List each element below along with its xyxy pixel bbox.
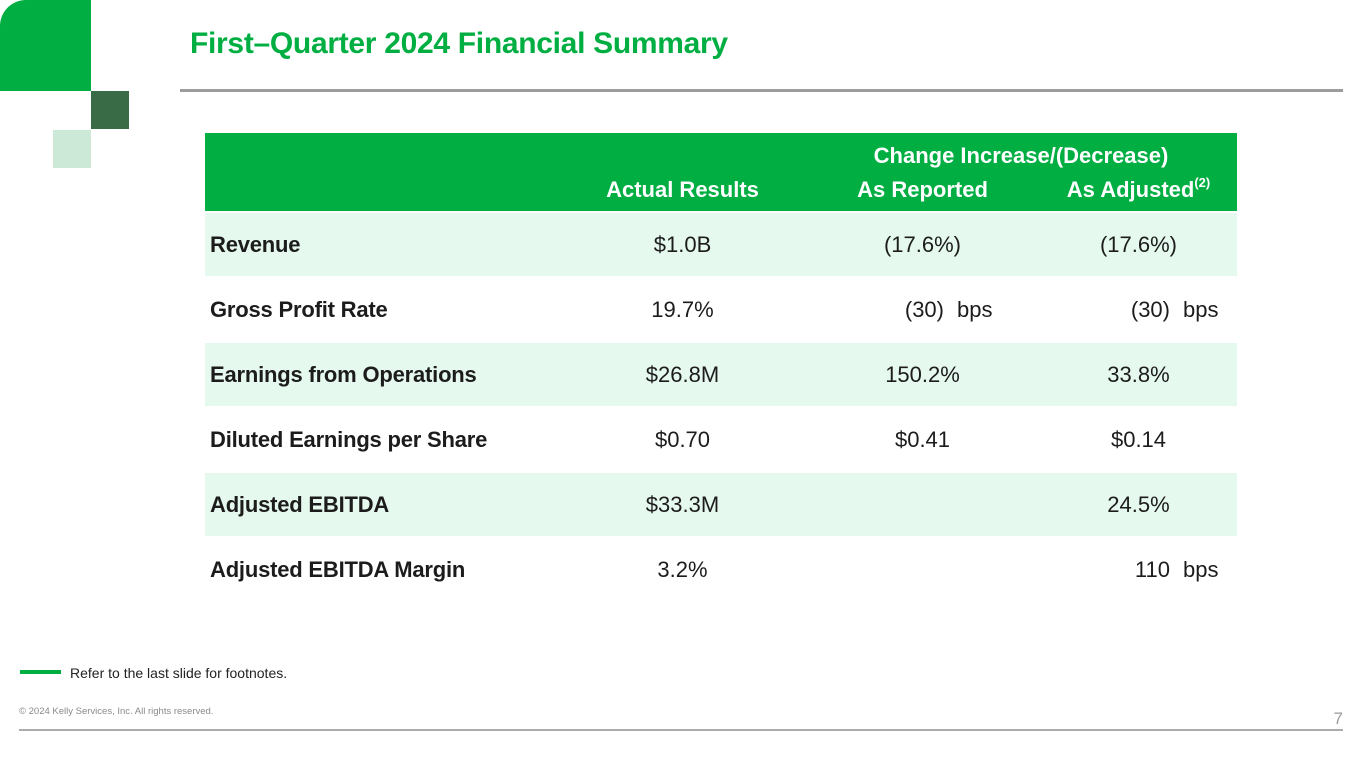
cell-actual-results: $0.70 [654,426,711,452]
table-row: Adjusted EBITDA Margin 3.2% 110 bps [205,536,1237,601]
footnote-rule [20,670,61,674]
value-unit: bps [957,296,993,322]
header-as-adjusted: As Adjusted (2) [1066,174,1211,202]
cell-actual-results: $1.0B [653,231,712,257]
header-as-reported: As Reported [857,176,988,202]
copyright-text: © 2024 Kelly Services, Inc. All rights r… [19,706,214,717]
table-header: Change Increase/(Decrease) Actual Result… [205,133,1237,211]
brand-square-dark-icon [91,91,129,129]
row-label: Adjusted EBITDA [210,491,390,517]
cell-as-adjusted-value: 33.8% [1107,361,1170,387]
cell-as-adjusted-value: 110 [1134,556,1170,582]
cell-as-reported: 150.2% [805,343,1040,406]
table-row: Gross Profit Rate 19.7% (30) bps (30) bps [205,276,1237,341]
cell-actual-results: $26.8M [645,361,720,387]
row-label: Diluted Earnings per Share [210,426,488,452]
bottom-divider [19,729,1343,731]
cell-as-adjusted-value: $0.14 [1110,426,1167,452]
cell-as-reported-value: 150.2% [885,361,960,387]
cell-as-reported-value: (17.6%) [883,231,962,257]
cell-actual-results: $33.3M [645,491,720,517]
table-row: Diluted Earnings per Share $0.70 $0.41 $0.1… [205,406,1237,471]
cell-as-adjusted-value: (17.6%) [1099,231,1178,257]
table-row: Earnings from Operations $26.8M 150.2% 33.8… [205,341,1237,406]
cell-as-adjusted: $0.14 [1040,408,1237,471]
cell-actual-results: 3.2% [657,556,708,582]
cell-as-adjusted: (17.6%) [1040,213,1237,276]
footnote-text: Refer to the last slide for footnotes. [70,665,288,681]
row-label: Adjusted EBITDA Margin [210,556,466,582]
cell-as-reported-value: $0.41 [894,426,951,452]
cell-as-adjusted: (30) bps [1040,278,1237,341]
header-as-adjusted-label: As Adjusted [1066,176,1195,202]
row-label: Earnings from Operations [210,361,477,387]
value-unit: bps [1183,556,1219,582]
cell-actual-results: 19.7% [651,296,714,322]
table-body: Revenue $1.0B (17.6%) (17.6%) Gross Profit R… [205,211,1237,601]
table-row: Revenue $1.0B (17.6%) (17.6%) [205,211,1237,276]
cell-as-adjusted: 33.8% [1040,343,1237,406]
cell-as-adjusted-value: (30) [1130,296,1170,322]
cell-as-adjusted: 110 bps [1040,538,1237,601]
row-label: Gross Profit Rate [210,296,388,322]
brand-square-green-icon [0,0,91,91]
cell-as-reported [805,538,1040,601]
brand-square-pale-icon [53,130,91,168]
title-divider [180,89,1343,92]
cell-as-reported-value: (30) [904,296,944,322]
financial-summary-table: Change Increase/(Decrease) Actual Result… [205,133,1237,601]
header-change-group: Change Increase/(Decrease) [873,142,1169,168]
header-actual-results: Actual Results [606,176,759,202]
page-number: 7 [1333,709,1343,728]
row-label: Revenue [210,231,301,257]
page-title: First–Quarter 2024 Financial Summary [190,27,728,60]
cell-as-reported: (17.6%) [805,213,1040,276]
cell-as-reported: (30) bps [805,278,1040,341]
cell-as-reported [805,473,1040,536]
cell-as-adjusted: 24.5% [1040,473,1237,536]
cell-as-reported: $0.41 [805,408,1040,471]
value-unit: bps [1183,296,1219,322]
table-row: Adjusted EBITDA $33.3M 24.5% [205,471,1237,536]
cell-as-adjusted-value: 24.5% [1107,491,1170,517]
